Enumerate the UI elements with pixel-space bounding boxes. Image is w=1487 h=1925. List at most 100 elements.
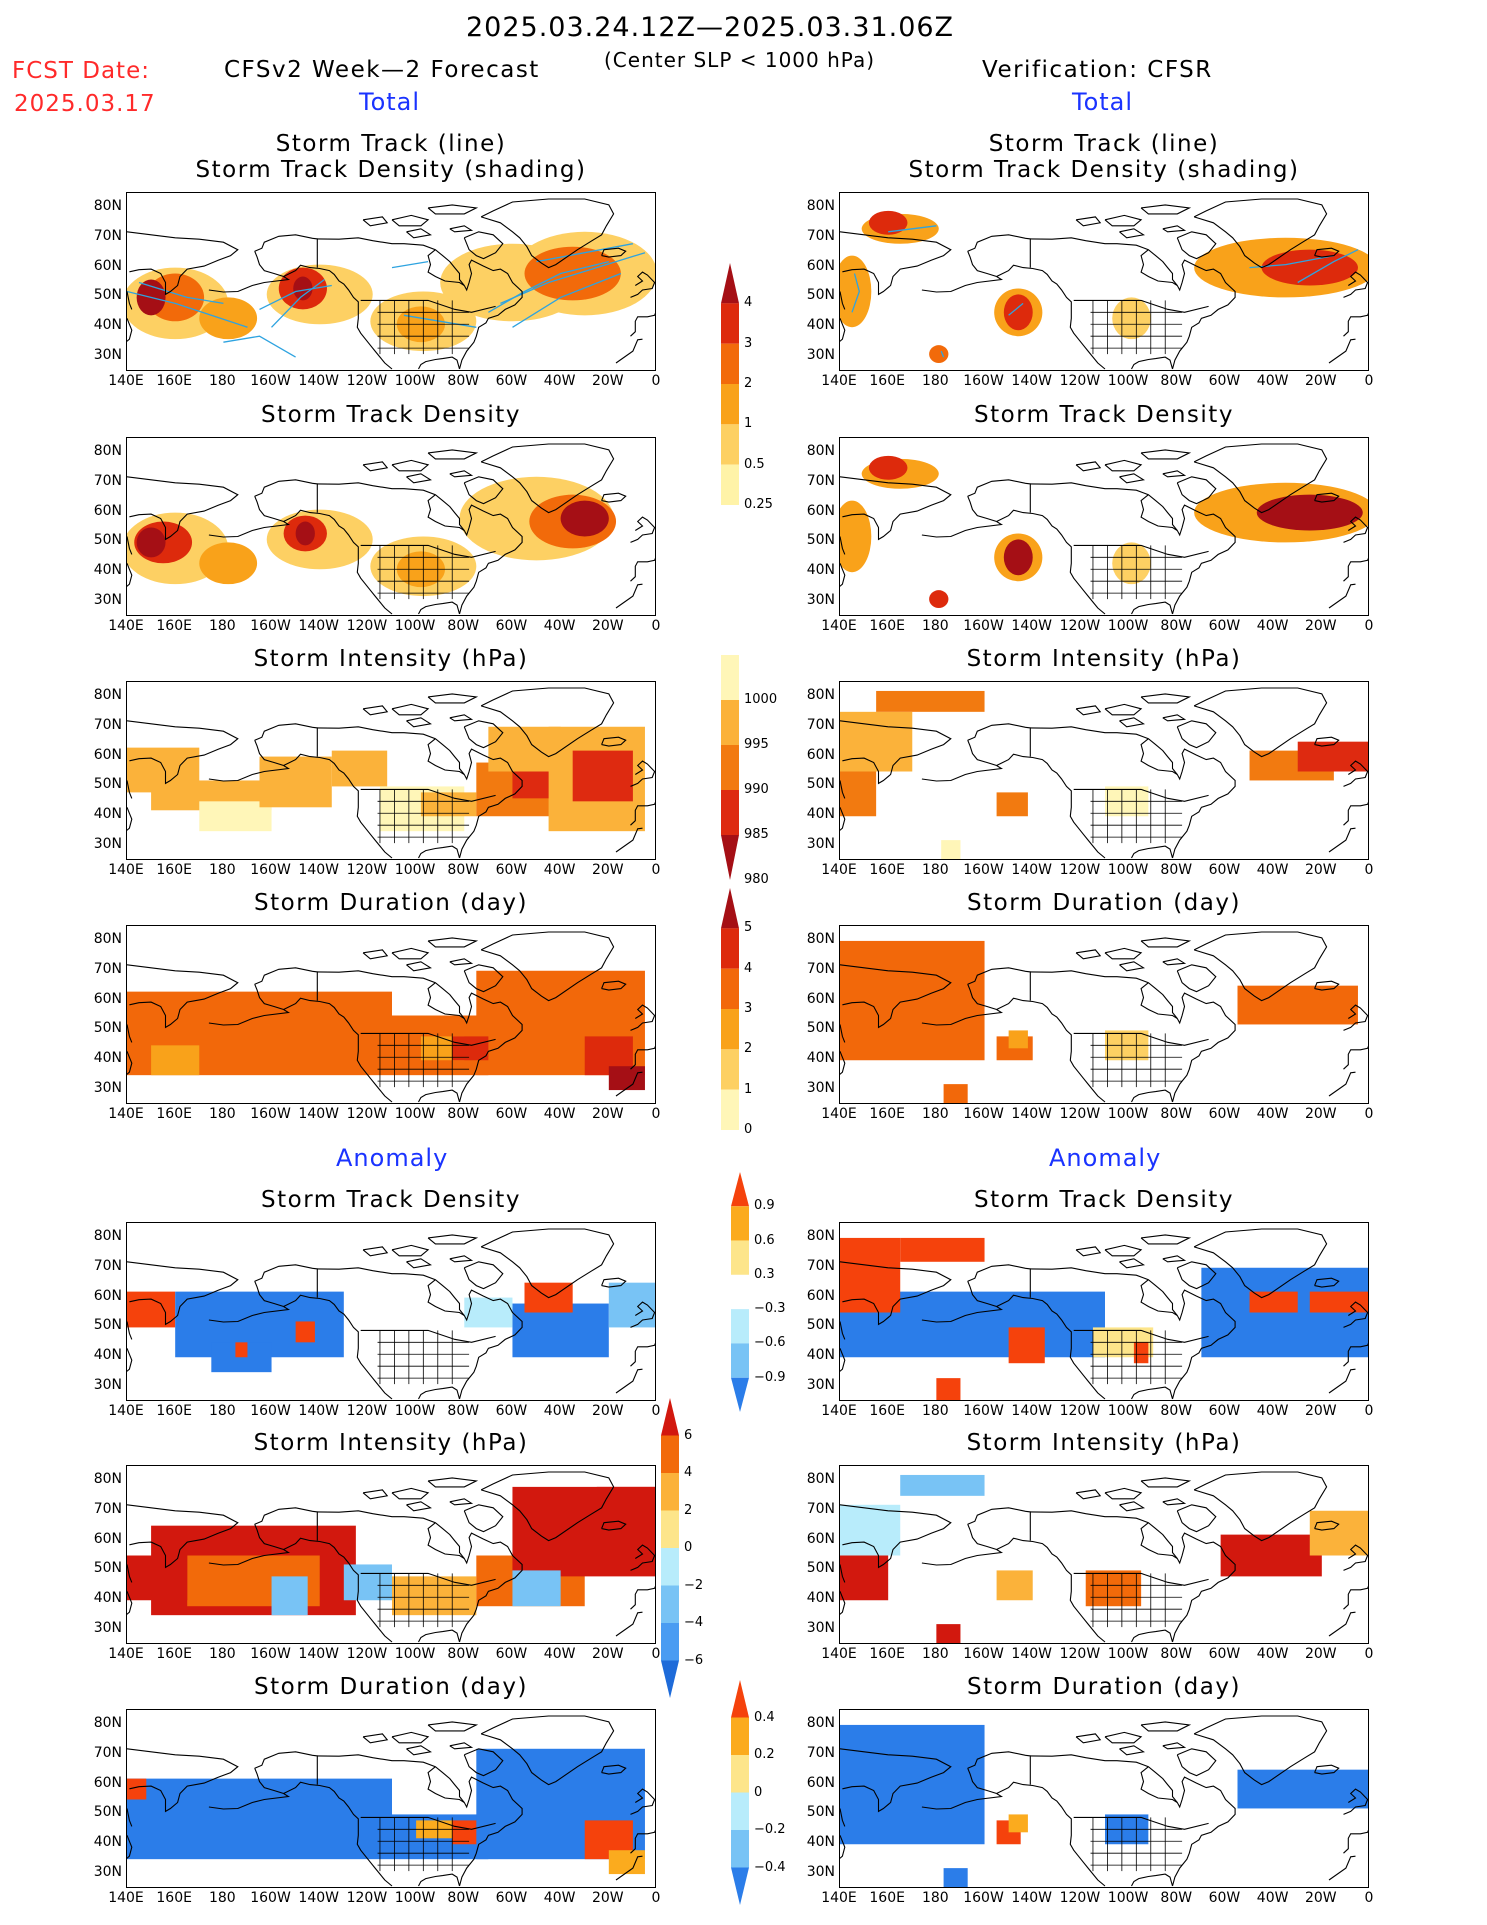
lon-tick-label: 160W [963, 618, 1004, 634]
coastline [615, 1071, 643, 1097]
coastline [1075, 1246, 1102, 1257]
grid-cell [1249, 1291, 1298, 1313]
colorbar-segment [731, 1792, 749, 1830]
lon-tick-label: 60W [495, 1890, 528, 1906]
lon-tick-label: 100W [1107, 1646, 1149, 1662]
lon-tick-label: 100W [1107, 373, 1149, 389]
map-track-verification [839, 192, 1369, 371]
colorbar-label: 4 [744, 295, 753, 311]
grid-cell [1309, 1510, 1368, 1556]
coastline [840, 720, 952, 785]
us-canada-border [1073, 299, 1209, 313]
lon-tick-label: 160E [869, 1106, 905, 1122]
lon-tick-label: 120W [346, 862, 388, 878]
grid-cell-group [127, 1748, 645, 1875]
shading-blob [1261, 249, 1358, 286]
lon-tick-label: 160W [963, 1403, 1004, 1419]
lon-tick-label: 0 [651, 1890, 661, 1906]
coastline [630, 1342, 655, 1367]
lon-tick-label: 80W [447, 862, 480, 878]
anomaly-label-left: Anomaly [336, 1144, 449, 1172]
grid-cell [936, 1378, 961, 1400]
lat-tick-label: 40N [93, 1590, 122, 1607]
lat-tick-label: 80N [93, 1227, 122, 1244]
lon-tick-label: 140W [1011, 373, 1052, 389]
lon-tick-label: 140E [821, 618, 857, 634]
map-canvas [840, 443, 1368, 615]
coastline [127, 476, 239, 541]
lon-tick-label: 40W [1256, 373, 1289, 389]
coastline [127, 1348, 133, 1372]
grid-cell [331, 750, 388, 787]
lat-tick-label: 60N [93, 1287, 122, 1304]
coastline [463, 1748, 504, 1777]
coastline [1075, 949, 1102, 960]
grid-cell [1008, 1030, 1028, 1049]
grid-cell [840, 711, 913, 772]
lon-tick-label: 160E [869, 618, 905, 634]
lat-tick-label: 50N [806, 1804, 835, 1821]
lon-tick-label: 160E [869, 862, 905, 878]
colorbar-label: 0.3 [754, 1266, 775, 1282]
grid-cell [941, 840, 961, 859]
map-canvas [127, 1715, 655, 1887]
lat-tick-label: 40N [93, 806, 122, 823]
lon-tick-label: 140W [298, 1890, 339, 1906]
lat-tick-label: 80N [806, 197, 835, 214]
lon-tick-label: 80W [447, 1890, 480, 1906]
coastline [362, 216, 389, 227]
coastline [317, 970, 523, 1103]
coastline [127, 807, 133, 831]
coastline [127, 536, 133, 555]
coastline [1343, 557, 1368, 582]
lon-tick-label: 120W [346, 373, 388, 389]
map-duration-verification [839, 925, 1369, 1104]
lon-tick-label: 180 [921, 373, 949, 389]
coastline [921, 1767, 1004, 1810]
map-canvas [840, 1228, 1368, 1400]
lon-tick-label: 160W [250, 1646, 291, 1662]
grid-cell [127, 1778, 392, 1860]
coastline [1328, 1368, 1356, 1394]
shading-blob [868, 455, 908, 480]
lat-tick-label: 30N [806, 1080, 835, 1097]
lon-tick-label: 160E [156, 1403, 192, 1419]
coastline [1075, 705, 1102, 716]
coastline [1314, 1764, 1340, 1775]
colorbar-segment [731, 1274, 749, 1310]
lon-tick-label: 160W [250, 1403, 291, 1419]
us-canada-border [1073, 1816, 1209, 1830]
lat-tick-label: 70N [93, 1257, 122, 1274]
coastline [449, 958, 474, 966]
coastline [127, 964, 239, 1029]
colorbar-density-anomaly [731, 1172, 749, 1412]
panel-title-density-left: Storm Track Density [261, 402, 521, 428]
grid-cell [840, 1724, 985, 1845]
shading-blob [199, 297, 258, 340]
lon-tick-label: 160E [156, 862, 192, 878]
lon-tick-label: 180 [921, 862, 949, 878]
coastline [615, 827, 643, 853]
grid-cell [596, 1486, 655, 1541]
lon-tick-label: 40W [543, 1890, 576, 1906]
lon-tick-label: 120W [1059, 1646, 1101, 1662]
grid-cell [943, 1084, 968, 1103]
lon-tick-label: 160W [250, 1890, 291, 1906]
lon-tick-label: 0 [651, 1646, 661, 1662]
lon-tick-label: 160W [250, 1106, 291, 1122]
coastline-group [840, 1228, 1368, 1400]
lat-tick-label: 60N [806, 257, 835, 274]
lon-tick-label: 100W [394, 618, 436, 634]
colorbar-label: −2 [684, 1577, 704, 1593]
lon-tick-label: 180 [208, 373, 236, 389]
colorbar-label: −0.2 [754, 1822, 786, 1837]
shading-group [840, 455, 1368, 609]
coastline [362, 705, 389, 716]
coastline [630, 1301, 655, 1328]
coastline [1030, 726, 1236, 859]
shading-blob [1003, 539, 1033, 576]
coastline [391, 1731, 430, 1744]
colorbar-segment [661, 1435, 679, 1473]
coastline [427, 738, 465, 775]
coastline [127, 1835, 133, 1859]
